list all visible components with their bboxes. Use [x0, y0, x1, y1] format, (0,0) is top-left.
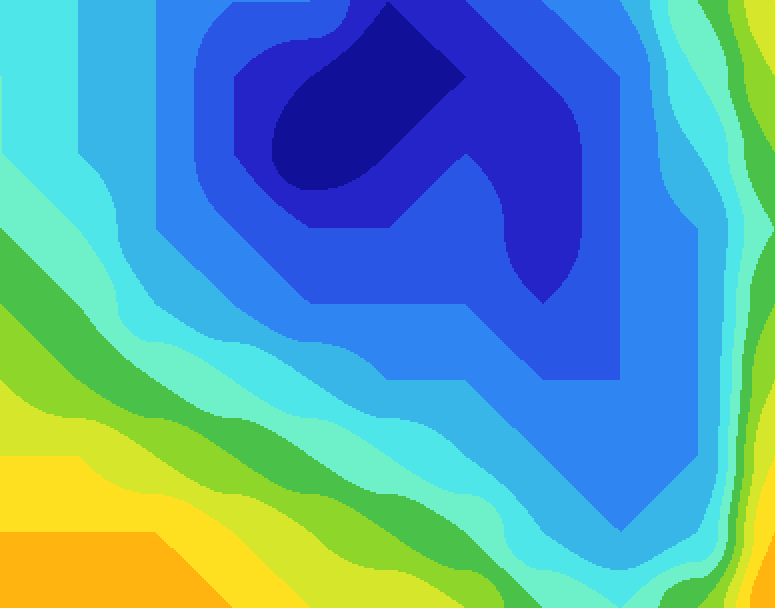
contour-heatmap [0, 0, 775, 608]
